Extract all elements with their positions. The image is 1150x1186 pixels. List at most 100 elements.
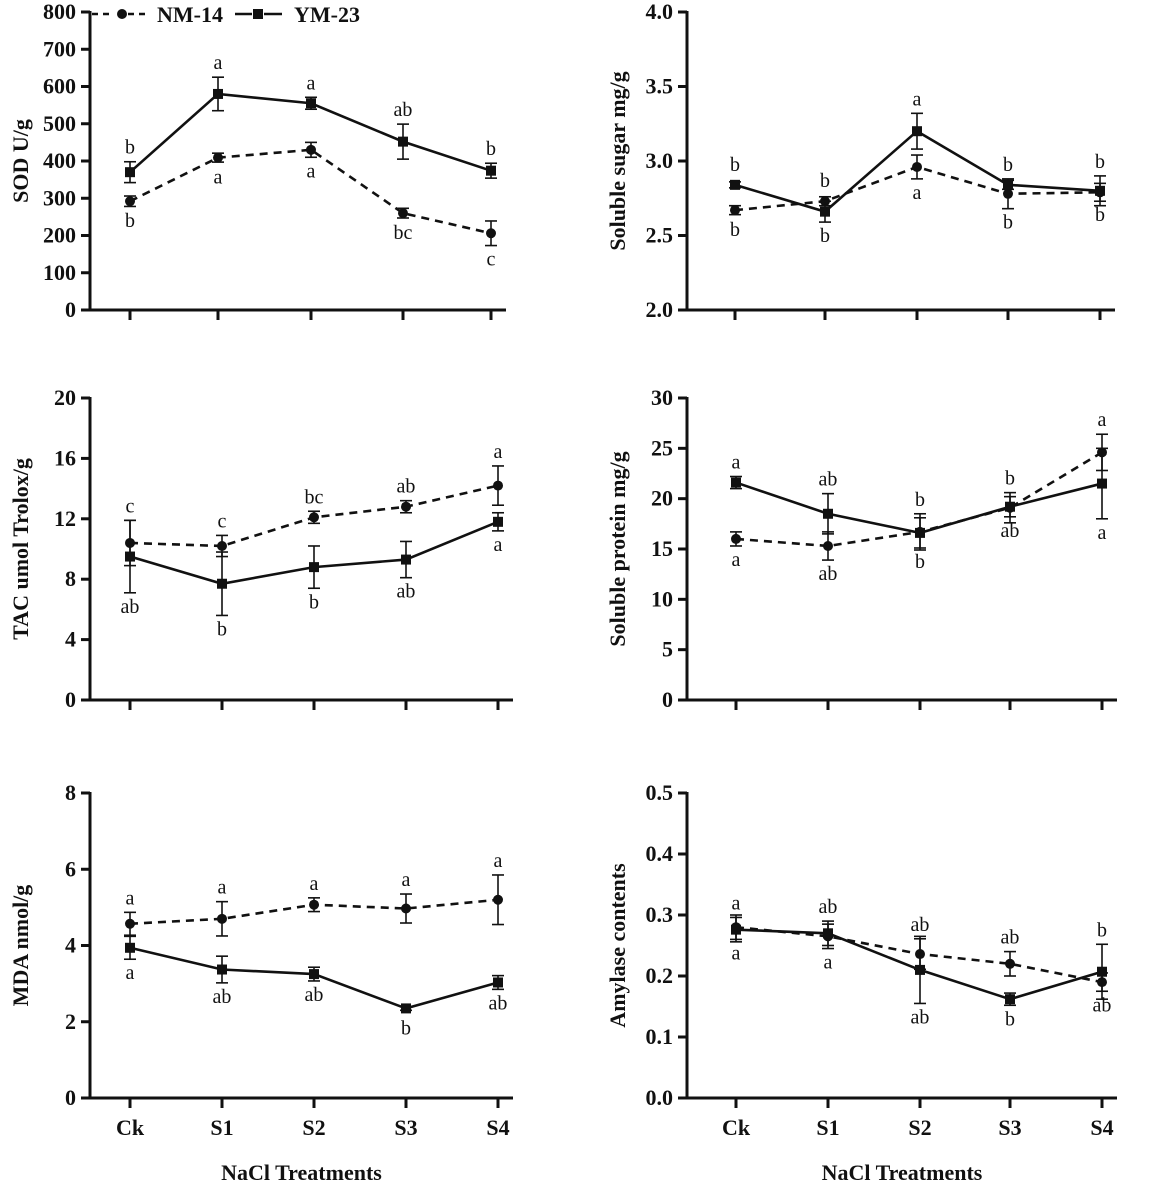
significance-label: ab	[213, 986, 232, 1008]
significance-label: a	[732, 892, 741, 914]
y-tick-label: 3.5	[646, 74, 674, 99]
data-point	[309, 969, 319, 980]
legend-marker-nm14	[117, 9, 127, 19]
data-point	[912, 126, 922, 137]
significance-label: b	[217, 618, 227, 640]
data-point	[493, 480, 503, 491]
data-point	[125, 942, 135, 953]
significance-label: b	[820, 170, 830, 192]
significance-label: a	[307, 72, 316, 94]
series-nm14: b b a b b	[729, 154, 1106, 241]
significance-label: b	[125, 137, 135, 159]
series-ym23: ab b b ab a	[121, 511, 504, 640]
significance-label: ab	[121, 596, 140, 618]
y-tick-label: 100	[43, 260, 76, 285]
data-point	[823, 540, 833, 551]
data-point	[306, 144, 316, 155]
significance-label: bc	[394, 222, 413, 244]
y-tick-label: 400	[43, 148, 76, 173]
significance-label: ab	[1001, 927, 1020, 949]
data-point	[493, 977, 503, 988]
y-tick-label: 12	[54, 506, 76, 531]
data-point	[731, 533, 741, 544]
x-tick-label: Ck	[116, 1115, 145, 1140]
y-tick-label: 15	[651, 536, 673, 561]
significance-label: a	[732, 549, 741, 571]
significance-label: a	[494, 534, 503, 556]
significance-label: ab	[819, 563, 838, 585]
significance-label: b	[1003, 154, 1013, 176]
x-tick-label: S4	[486, 1115, 509, 1140]
y-tick-label: 0	[65, 297, 76, 322]
significance-label: a	[126, 887, 135, 909]
series-nm14: a a a a a	[124, 850, 504, 937]
y-tick-label: 4	[65, 933, 76, 958]
significance-label: a	[126, 962, 135, 984]
data-point	[730, 179, 740, 190]
significance-label: a	[494, 441, 503, 463]
y-tick-label: 0	[662, 687, 673, 712]
data-point	[1003, 188, 1013, 199]
y-tick-label: 6	[65, 856, 76, 881]
significance-label: c	[126, 495, 135, 517]
data-point	[309, 562, 319, 573]
x-tick-label: S4	[1090, 1115, 1113, 1140]
x-tick-label: S2	[302, 1115, 325, 1140]
significance-label: b	[1095, 204, 1105, 226]
data-point	[486, 165, 496, 176]
chart-panel-6: 0.0 0.1 0.2 0.3 0.4 0.5 Ck S1 S2 S3 S4 Amylase cont…	[605, 780, 1117, 1185]
data-point	[306, 98, 316, 109]
data-point	[125, 196, 135, 207]
significance-label: b	[730, 154, 740, 176]
significance-label: a	[732, 452, 741, 474]
y-tick-label: 4.0	[646, 0, 674, 24]
y-tick-label: 500	[43, 111, 76, 136]
data-point	[493, 516, 503, 527]
x-axis-title: NaCl Treatments	[221, 1160, 382, 1185]
significance-label: ab	[911, 914, 930, 936]
significance-label: b	[915, 489, 925, 511]
data-point	[1005, 501, 1015, 512]
data-point	[915, 964, 925, 975]
data-point	[912, 161, 922, 172]
significance-label: b	[1097, 919, 1107, 941]
significance-label: a	[307, 160, 316, 182]
data-point	[1097, 966, 1107, 977]
chart-panel-1: 0 100 200 300 400 500 600 700 800 SOD U/g b a a bc c b a…	[8, 0, 506, 322]
y-tick-label: 0.3	[646, 902, 674, 927]
y-axis-title: Soluble sugar mg/g	[605, 71, 630, 250]
data-point	[823, 928, 833, 939]
data-point	[1003, 179, 1013, 190]
data-point	[731, 477, 741, 488]
y-axis-title: SOD U/g	[8, 119, 33, 203]
significance-label: b	[486, 138, 496, 160]
significance-label: b	[1005, 1008, 1015, 1030]
chart-panel-3: 0 4 8 12 16 20 TAC umol Trolox/g c c bc ab a ab b b ab a	[8, 385, 513, 712]
series-nm14: c c bc ab a	[124, 441, 504, 567]
y-tick-label: 16	[54, 445, 76, 470]
legend: NM-14 YM-23	[92, 2, 360, 27]
significance-label: b	[915, 551, 925, 573]
y-tick-label: 8	[65, 780, 76, 805]
y-tick-label: 0.2	[646, 963, 674, 988]
significance-label: ab	[394, 99, 413, 121]
significance-label: b	[401, 1017, 411, 1039]
data-point	[1097, 478, 1107, 489]
data-point	[486, 228, 496, 239]
x-tick-label: S1	[816, 1115, 839, 1140]
significance-label: a	[1098, 409, 1107, 431]
y-tick-label: 700	[43, 36, 76, 61]
y-tick-label: 200	[43, 223, 76, 248]
y-tick-label: 0	[65, 687, 76, 712]
data-point	[823, 508, 833, 519]
significance-label: a	[214, 167, 223, 189]
data-point	[915, 527, 925, 538]
y-tick-label: 4	[65, 627, 76, 652]
significance-label: a	[402, 869, 411, 891]
data-point	[493, 894, 503, 905]
significance-label: a	[913, 182, 922, 204]
y-tick-label: 0	[65, 1085, 76, 1110]
data-point	[217, 913, 227, 924]
y-tick-label: 2	[65, 1009, 76, 1034]
